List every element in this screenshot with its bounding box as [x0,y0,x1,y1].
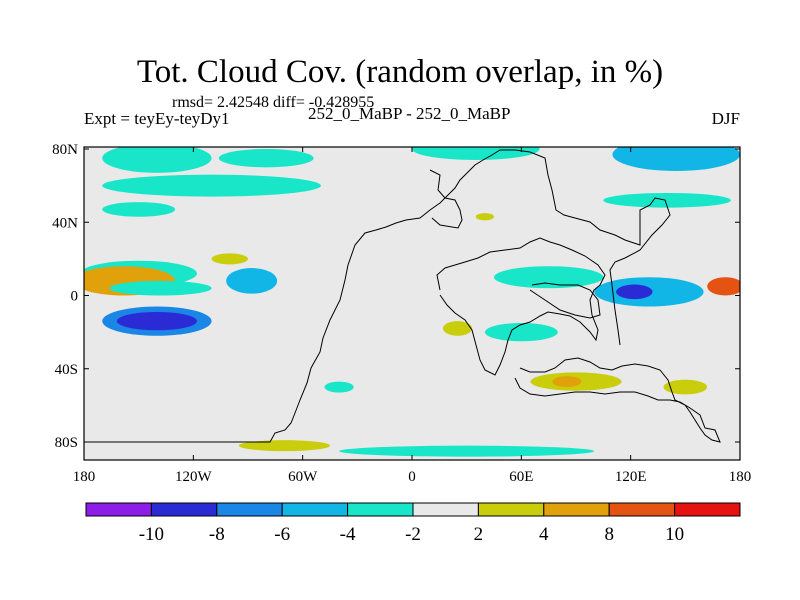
colorbar-label: -8 [209,524,225,545]
colorbar-swatch [281,502,349,517]
anomaly-south-pacific-core [116,311,197,331]
colorbar-swatch [85,502,152,517]
x-tick-label: 180 [73,469,96,485]
anomaly-arctic-west-negative [102,147,212,173]
anomaly-layer [84,147,740,457]
x-tick-label: 120W [175,469,213,485]
colorbar-label: -6 [274,524,290,545]
x-tick-label: 180 [729,469,752,485]
x-tick-label: 60E [509,469,533,485]
anomaly-maritime-core [616,284,653,300]
anomaly-north-pacific-band [102,174,321,197]
colorbar-label: 2 [474,524,484,545]
season-label: DJF [711,109,740,128]
anomaly-south-atlantic-band [324,381,354,393]
x-tick-label: 120E [615,469,647,485]
y-tick-label: 80N [52,142,78,158]
asia-interior-coastline [529,282,601,319]
experiment-label: Expt = teyEy-teyDy1 [84,109,230,128]
y-axis: 80N 40N 0 40S 80S [52,142,740,451]
colorbar-swatch [477,502,545,517]
stats-label: rmsd= 2.42548 diff= -0.428955 [172,94,375,111]
colorbar-swatch [543,502,610,517]
anomaly-antarctic-positive [238,440,330,452]
anomaly-aleutian-band [102,202,176,217]
anomaly-east-pacific-negative [226,268,278,294]
colorbar-label: -10 [139,524,164,545]
x-tick-label: 0 [408,469,416,485]
colorbar-label: -2 [405,524,421,545]
x-tick-label: 60W [288,469,318,485]
colorbar: -10 -8 -6 -4 -2 2 4 8 10 [85,502,741,545]
eurasia-coastline [429,169,463,229]
colorbar-swatch [216,502,283,517]
anomaly-canada-arctic [218,149,314,168]
anomaly-madagascar-band [484,322,558,342]
colorbar-swatch [608,502,676,517]
x-axis: 180 120W 60W 0 60E 120E 180 [73,147,752,485]
anomaly-caspian-positive [475,213,494,221]
colorbar-label: 8 [604,524,614,545]
chart-title: Tot. Cloud Cov. (random overlap, in %) [136,54,664,90]
y-tick-label: 40N [52,215,78,231]
runs-label: 252_0_MaBP - 252_0_MaBP [308,104,511,123]
coastline-layer [84,149,721,443]
anomaly-dateline-positive [707,277,740,296]
colorbar-swatch [412,502,479,517]
africa-coastline [436,237,606,376]
anomaly-south-indian-core [552,376,582,388]
anomaly-barents-negative [412,147,540,160]
y-tick-label: 0 [71,289,79,305]
anomaly-pacific-band-west [109,280,212,296]
colorbar-label: -4 [340,524,356,545]
anomaly-indian-ocean-band [494,266,604,289]
anomaly-antarctic-band [339,445,595,457]
y-tick-label: 40S [55,362,78,378]
anomaly-mexico-positive [211,253,248,265]
colorbar-label: 10 [665,524,684,545]
colorbar-swatch [150,502,218,517]
anomaly-tasman-positive [663,379,708,395]
y-tick-label: 80S [55,435,78,451]
americas-coastline [84,149,671,443]
colorbar-swatch [674,502,741,517]
colorbar-label: 4 [539,524,549,545]
colorbar-swatch [347,502,414,517]
australia-coastline [514,357,721,443]
anomaly-africa-south-positive [442,321,473,336]
anomaly-north-asia-band [603,192,731,208]
anomaly-siberia-arctic [612,147,740,171]
